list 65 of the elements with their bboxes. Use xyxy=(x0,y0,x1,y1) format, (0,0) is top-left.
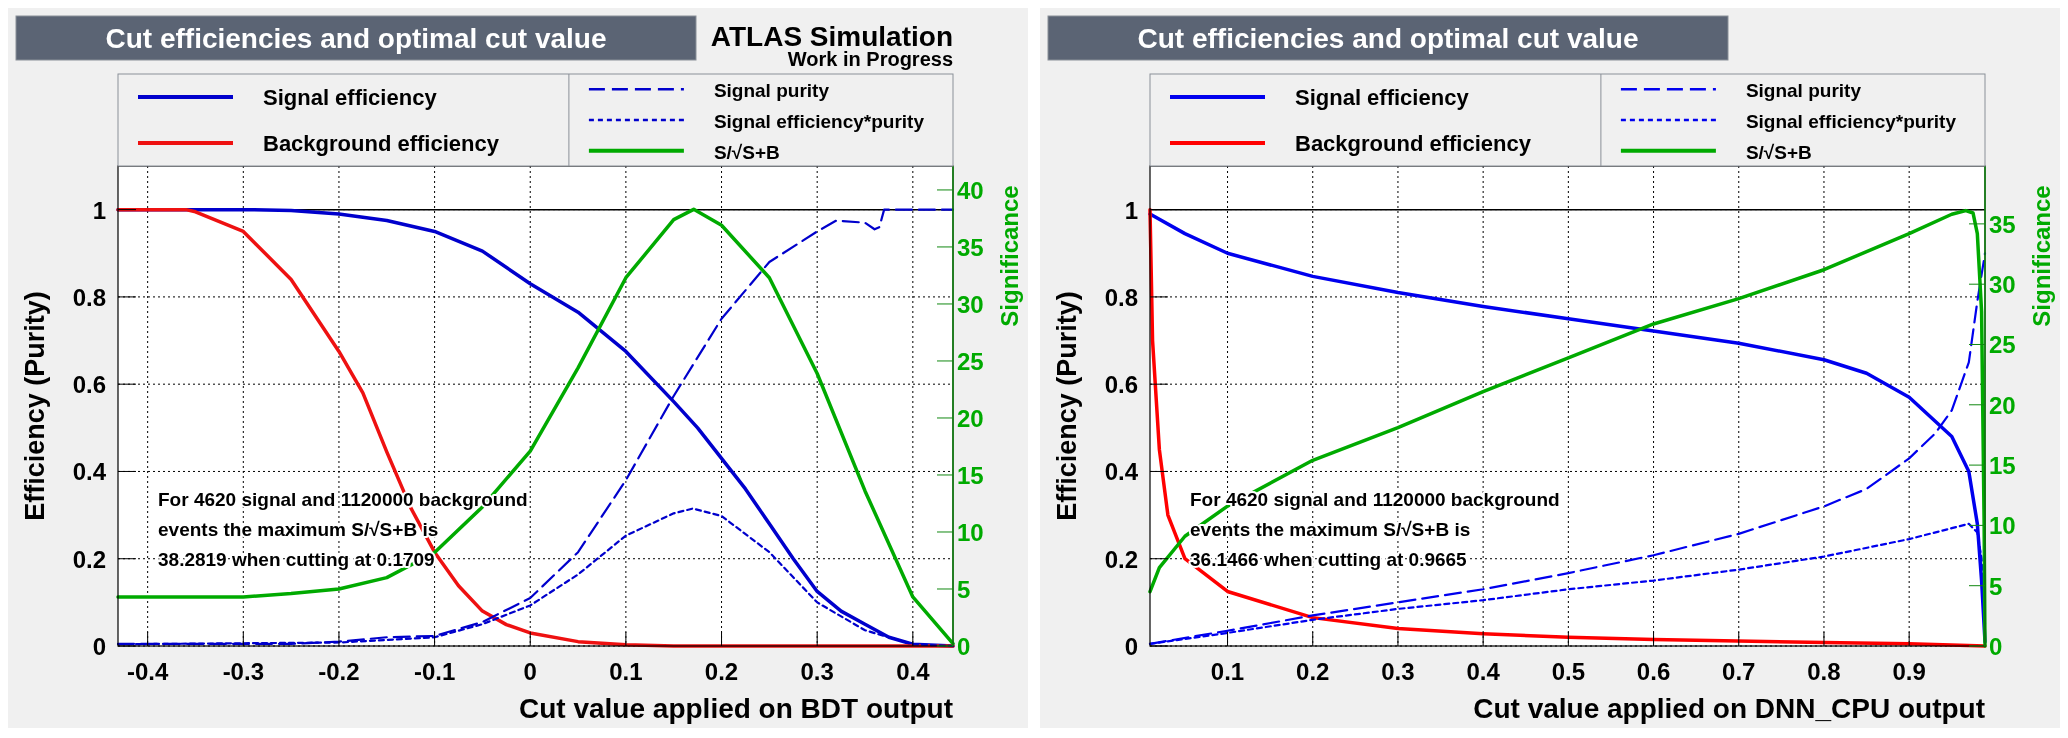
y-tick-label: 0.2 xyxy=(72,545,106,573)
x-tick-label: 0.2 xyxy=(1296,658,1330,685)
x-tick-label: 0 xyxy=(523,658,537,685)
x-tick-label: 0.5 xyxy=(1551,658,1586,685)
legend-label: Signal efficiency xyxy=(263,85,438,110)
legend-label: Background efficiency xyxy=(263,131,500,156)
y2-tick-label: 25 xyxy=(1989,331,2016,359)
x-tick-label: 0.4 xyxy=(896,658,931,685)
x-tick-label: 0.3 xyxy=(1381,658,1415,685)
legend-label: Signal purity xyxy=(1745,80,1862,102)
y-tick-label: 0.6 xyxy=(72,371,106,399)
y2-tick-label: 25 xyxy=(957,347,984,375)
x-axis-title: Cut value applied on BDT output xyxy=(519,693,953,724)
y2-tick-label: 35 xyxy=(957,233,984,261)
x-tick-label: 0.4 xyxy=(1466,658,1501,685)
x-tick-label: 0.9 xyxy=(1892,658,1926,685)
y2-tick-label: 15 xyxy=(1989,452,2016,480)
x-axis-title: Cut value applied on DNN_CPU output xyxy=(1473,693,1985,724)
y-tick-label: 0.6 xyxy=(1104,371,1138,399)
legend-label: S/√S+B xyxy=(1745,141,1812,163)
y-tick-label: 0.4 xyxy=(72,458,107,486)
y-tick-label: 0.2 xyxy=(1104,545,1138,573)
y-axis-title: Efficiency (Purity) xyxy=(20,291,50,521)
y2-tick-label: 10 xyxy=(957,518,984,546)
y2-tick-label: 30 xyxy=(1989,271,2016,299)
y2-tick-label: 5 xyxy=(957,575,971,603)
x-tick-label: 0.7 xyxy=(1722,658,1756,685)
legend-label: S/√S+B xyxy=(713,141,780,163)
x-tick-label: 0.6 xyxy=(1636,658,1671,685)
y2-tick-label: 10 xyxy=(1989,512,2016,540)
chart-title: Cut efficiencies and optimal cut value xyxy=(105,23,607,54)
y2-tick-label: 35 xyxy=(1989,210,2016,238)
legend-label: Signal efficiency*purity xyxy=(1745,111,1957,132)
y2-tick-label: 0 xyxy=(1989,633,2003,660)
x-tick-label: -0.4 xyxy=(126,658,169,685)
y-tick-label: 0.8 xyxy=(1104,283,1138,311)
y2-axis-title: Significance xyxy=(996,185,1023,327)
x-tick-label: -0.2 xyxy=(318,658,360,685)
y-tick-label: 0.8 xyxy=(72,283,106,311)
x-tick-label: 0.1 xyxy=(609,658,643,685)
y2-tick-label: 5 xyxy=(1989,572,2003,600)
chart-title: Cut efficiencies and optimal cut value xyxy=(1137,23,1639,54)
y-tick-label: 0.4 xyxy=(1104,458,1139,486)
y-tick-label: 1 xyxy=(92,196,106,224)
x-tick-label: 0.1 xyxy=(1210,658,1245,685)
legend-label: Signal efficiency xyxy=(1295,85,1470,110)
legend-label: Signal purity xyxy=(713,80,830,102)
y-tick-label: 0 xyxy=(92,633,106,660)
y2-tick-label: 0 xyxy=(957,633,971,660)
x-tick-label: 0.2 xyxy=(704,658,739,685)
y2-tick-label: 40 xyxy=(957,176,984,204)
y-tick-label: 1 xyxy=(1124,196,1138,224)
y2-tick-label: 20 xyxy=(957,404,984,432)
y2-axis-title: Significance xyxy=(2028,185,2055,327)
y2-tick-label: 20 xyxy=(1989,391,2016,419)
x-tick-label: -0.1 xyxy=(413,658,456,685)
legend-label: Background efficiency xyxy=(1295,131,1532,156)
x-tick-label: 0.3 xyxy=(800,658,834,685)
y-axis-title: Efficiency (Purity) xyxy=(1052,291,1082,521)
y-tick-label: 0 xyxy=(1124,633,1138,660)
y2-tick-label: 15 xyxy=(957,461,984,489)
x-tick-label: 0.8 xyxy=(1807,658,1841,685)
x-tick-label: -0.3 xyxy=(222,658,264,685)
y2-tick-label: 30 xyxy=(957,290,984,318)
legend-label: Signal efficiency*purity xyxy=(713,111,925,132)
